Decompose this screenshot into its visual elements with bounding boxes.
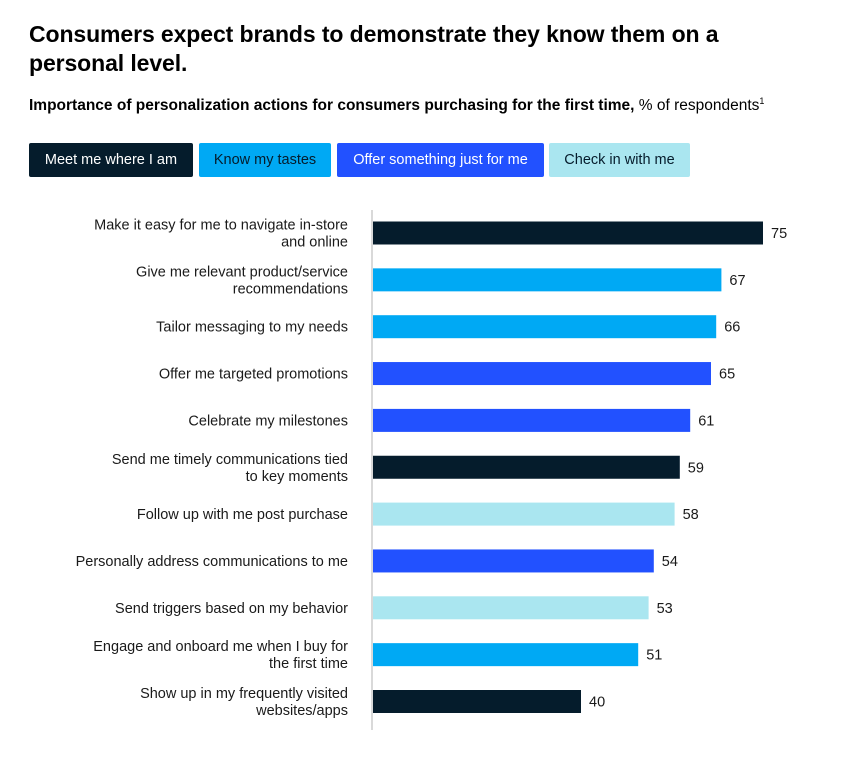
bar (373, 596, 649, 620)
data-label: 40 (589, 695, 605, 711)
subtitle-footnote: 1 (759, 95, 765, 106)
bar (373, 643, 639, 667)
data-label: 58 (683, 507, 699, 523)
bar (373, 690, 581, 713)
data-label: 61 (698, 413, 714, 429)
bar (373, 408, 691, 432)
category-label: the first time (269, 656, 348, 672)
bar (373, 549, 654, 573)
data-label: 65 (719, 367, 735, 383)
bar (373, 502, 675, 526)
data-label: 53 (657, 601, 673, 617)
category-label: Give me relevant product/service (136, 264, 348, 280)
legend-item-know-my-tastes: Know my tastes (199, 143, 331, 177)
bar (373, 315, 717, 339)
data-label: 67 (729, 273, 745, 289)
category-label: and online (281, 235, 348, 251)
data-label: 75 (771, 226, 787, 242)
data-label: 54 (662, 554, 678, 570)
category-label: Send me timely communications tied (112, 452, 348, 468)
legend-item-offer-something-just-for-me: Offer something just for me (337, 143, 544, 177)
bar (373, 362, 711, 386)
legend-item-check-in-with-me: Check in with me (549, 143, 690, 177)
category-label: Tailor messaging to my needs (156, 320, 348, 336)
data-label: 51 (646, 648, 662, 664)
category-label: Follow up with me post purchase (137, 507, 348, 523)
subtitle-unit: % of respondents (638, 97, 760, 114)
category-label: Engage and onboard me when I buy for (93, 639, 348, 655)
category-label: to key moments (246, 469, 348, 485)
category-label: Show up in my frequently visited (140, 686, 348, 702)
category-label: Offer me targeted promotions (159, 367, 348, 383)
chart-subtitle: Importance of personalization actions fo… (29, 96, 829, 116)
chart-title: Consumers expect brands to demonstrate t… (29, 21, 719, 76)
bar (373, 455, 680, 479)
category-label: recommendations (233, 281, 348, 297)
data-label: 59 (688, 460, 704, 476)
bar (373, 221, 763, 245)
category-label: Send triggers based on my behavior (115, 601, 348, 617)
legend-item-meet-me-where-i-am: Meet me where I am (29, 143, 193, 177)
category-label: Personally address communications to me (76, 554, 348, 570)
bar (373, 268, 722, 292)
data-label: 66 (724, 320, 740, 336)
subtitle-bold: Importance of personalization actions fo… (29, 97, 635, 114)
category-label: websites/apps (255, 703, 348, 719)
category-label: Make it easy for me to navigate in-store (94, 218, 348, 234)
category-label: Celebrate my milestones (188, 413, 348, 429)
